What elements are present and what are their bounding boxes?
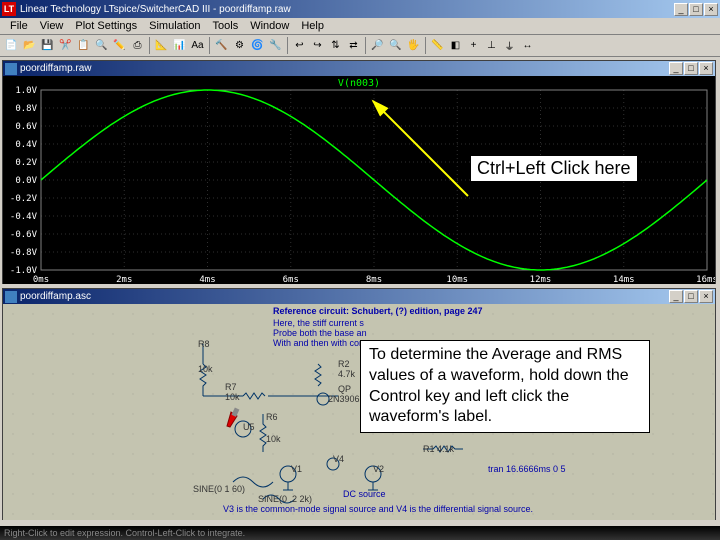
- toolbar-button[interactable]: 🔎: [369, 37, 386, 54]
- status-bar: Right-Click to edit expression. Control-…: [0, 526, 720, 540]
- sub-close-button[interactable]: ×: [699, 290, 713, 303]
- toolbar-button[interactable]: 🔍: [387, 37, 404, 54]
- toolbar-button[interactable]: ✏️: [111, 37, 128, 54]
- schematic-bottom-text: V3 is the common-mode signal source and …: [223, 504, 533, 514]
- maximize-button[interactable]: □: [689, 3, 703, 16]
- toolbar-button[interactable]: 🖐: [405, 37, 422, 54]
- schematic-title: poordiffamp.asc: [20, 291, 669, 302]
- minimize-button[interactable]: _: [674, 3, 688, 16]
- comp-r6: R6: [266, 412, 278, 422]
- sub-close-button[interactable]: ×: [699, 62, 713, 75]
- toolbar-button[interactable]: 📂: [21, 37, 38, 54]
- menu-help[interactable]: Help: [295, 20, 330, 32]
- schematic-titlebar: poordiffamp.asc _ □ ×: [3, 289, 715, 304]
- toolbar-button[interactable]: 🔧: [267, 37, 284, 54]
- toolbar-button[interactable]: ↩: [291, 37, 308, 54]
- toolbar-button[interactable]: 🔨: [213, 37, 230, 54]
- toolbar-button[interactable]: ⇅: [327, 37, 344, 54]
- toolbar-button[interactable]: ✂️: [57, 37, 74, 54]
- menu-simulation[interactable]: Simulation: [143, 20, 206, 32]
- comp-r8: R8: [198, 339, 210, 349]
- comp-qp: QP: [338, 384, 351, 394]
- comp-sine1: SINE(0 1 60): [193, 484, 245, 494]
- schematic-ref-text: Reference circuit: Schubert, (?) edition…: [273, 306, 483, 316]
- menu-plotsettings[interactable]: Plot Settings: [69, 20, 143, 32]
- sub-minimize-button[interactable]: _: [669, 62, 683, 75]
- waveform-title: poordiffamp.raw: [20, 63, 669, 74]
- comp-v1: V1: [291, 464, 302, 474]
- schematic-note2: Probe both the base an: [273, 328, 367, 338]
- toolbar-button[interactable]: 🔍: [93, 37, 110, 54]
- comp-r2v: 4.7k: [338, 369, 355, 379]
- toolbar-button[interactable]: ⊥: [483, 37, 500, 54]
- app-icon: LT: [2, 2, 16, 16]
- callout-explain: To determine the Average and RMS values …: [360, 340, 650, 433]
- toolbar-button[interactable]: Aa: [189, 37, 206, 54]
- menu-tools[interactable]: Tools: [207, 20, 245, 32]
- menu-view[interactable]: View: [34, 20, 70, 32]
- toolbar-button[interactable]: 📋: [75, 37, 92, 54]
- callout-ctrl-click: Ctrl+Left Click here: [470, 155, 638, 182]
- main-titlebar: LT Linear Technology LTspice/SwitcherCAD…: [0, 0, 720, 18]
- sub-maximize-button[interactable]: □: [684, 290, 698, 303]
- toolbar-button[interactable]: ⚙: [231, 37, 248, 54]
- toolbar-button[interactable]: ↪: [309, 37, 326, 54]
- comp-r2: R2: [338, 359, 350, 369]
- window-title: Linear Technology LTspice/SwitcherCAD II…: [20, 4, 674, 15]
- toolbar-button[interactable]: ⏚: [501, 37, 518, 54]
- comp-r8v: 10k: [198, 364, 213, 374]
- toolbar-button[interactable]: ◧: [447, 37, 464, 54]
- probe-cursor-icon: [225, 404, 245, 431]
- menu-window[interactable]: Window: [244, 20, 295, 32]
- comp-tran: tran 16.6666ms 0 5: [488, 464, 566, 474]
- comp-sine2: SINE(0 .2 2k): [258, 494, 312, 504]
- close-button[interactable]: ×: [704, 3, 718, 16]
- sub-minimize-button[interactable]: _: [669, 290, 683, 303]
- schematic-note1: Here, the stiff current s: [273, 318, 364, 328]
- toolbar-button[interactable]: 📊: [171, 37, 188, 54]
- menubar: File View Plot Settings Simulation Tools…: [0, 18, 720, 35]
- comp-v2: V2: [373, 464, 384, 474]
- main-toolbar: 📄📂💾✂️📋🔍✏️⎙📐📊Aa🔨⚙🌀🔧↩↪⇅⇄🔎🔍🖐📏◧+⊥⏚↔: [0, 35, 720, 57]
- toolbar-button[interactable]: ⇄: [345, 37, 362, 54]
- toolbar-button[interactable]: 🌀: [249, 37, 266, 54]
- comp-r7v: 10k: [225, 392, 240, 402]
- toolbar-button[interactable]: 💾: [39, 37, 56, 54]
- toolbar-button[interactable]: ⎙: [129, 37, 146, 54]
- comp-q2: 2N3906: [328, 394, 360, 404]
- menu-file[interactable]: File: [4, 20, 34, 32]
- comp-r6v: 10k: [266, 434, 281, 444]
- schematic-icon: [5, 291, 17, 303]
- sub-maximize-button[interactable]: □: [684, 62, 698, 75]
- comp-v4: V4: [333, 454, 344, 464]
- toolbar-button[interactable]: 📏: [429, 37, 446, 54]
- toolbar-button[interactable]: 📐: [153, 37, 170, 54]
- waveform-icon: [5, 63, 17, 75]
- comp-r1: R1 4.1k: [423, 444, 454, 454]
- comp-dcsource: DC source: [343, 489, 386, 499]
- toolbar-button[interactable]: +: [465, 37, 482, 54]
- toolbar-button[interactable]: ↔: [519, 37, 536, 54]
- comp-r7: R7: [225, 382, 237, 392]
- toolbar-button[interactable]: 📄: [3, 37, 20, 54]
- schematic-note3: With and then with com: [273, 338, 367, 348]
- waveform-titlebar: poordiffamp.raw _ □ ×: [3, 61, 715, 76]
